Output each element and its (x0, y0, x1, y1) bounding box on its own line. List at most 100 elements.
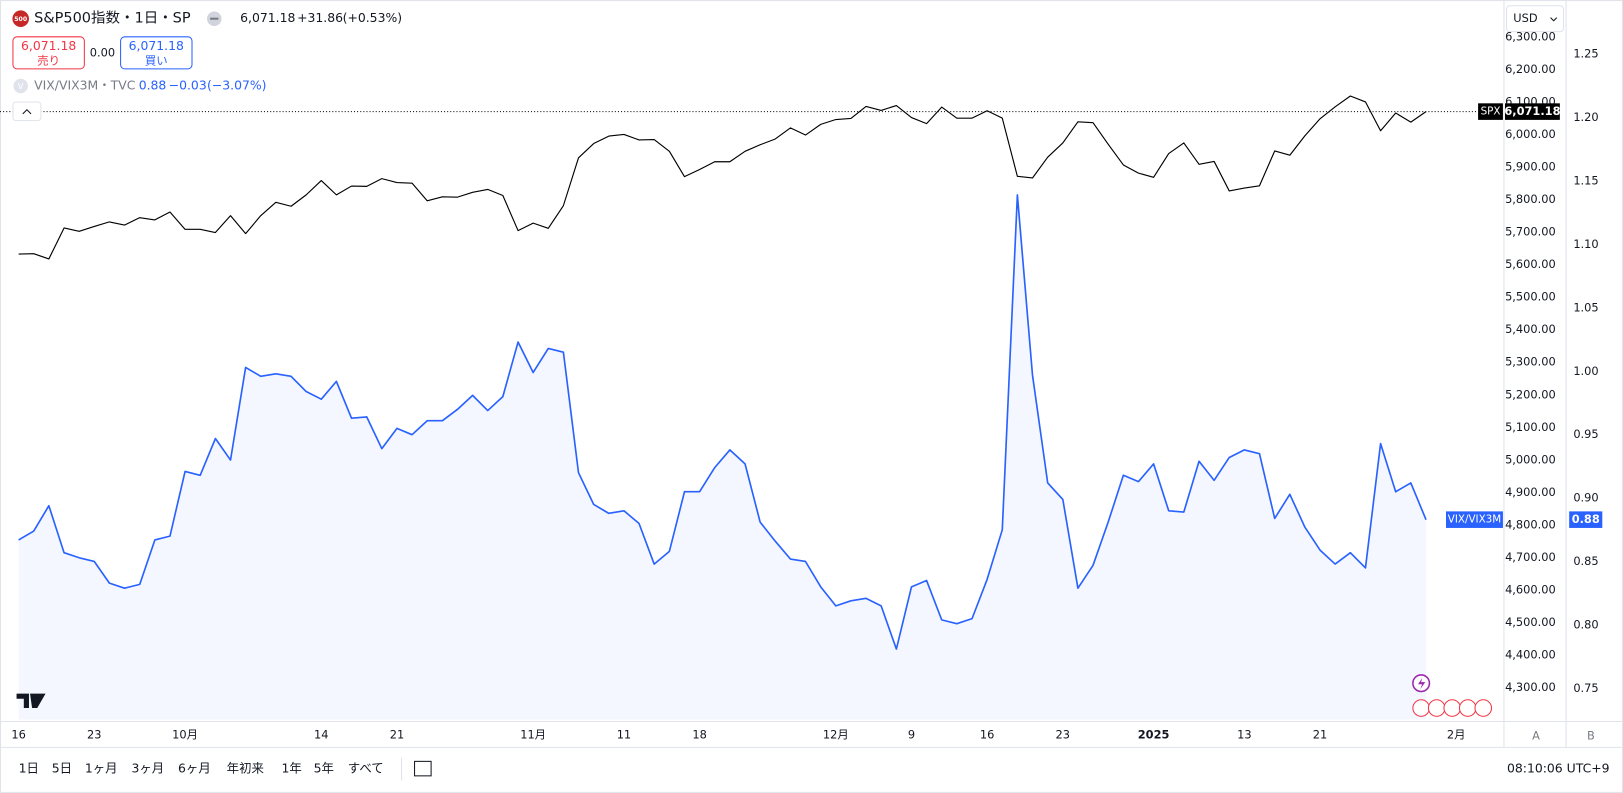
study-title[interactable]: VIX/VIX3M・TVC (34, 77, 135, 92)
scale-b-button[interactable]: B (1587, 729, 1595, 743)
symbol-logo (12, 10, 29, 27)
x-tick-label: 2025 (1138, 727, 1170, 741)
y-tick-label: 5,400.00 (1505, 322, 1556, 336)
x-tick-label: 14 (314, 727, 328, 741)
y-tick-label: 1.20 (1573, 110, 1598, 124)
range-button[interactable]: すべて (348, 761, 384, 776)
y-tick-label: 5,500.00 (1505, 290, 1556, 304)
event-flag[interactable] (1427, 699, 1446, 717)
series-badge-label: SPX (1481, 106, 1501, 118)
sell-price: 6,071.18 (21, 38, 76, 53)
series-line (18, 194, 1427, 650)
study-change-pct: (−3.07%) (207, 77, 267, 92)
economic-events (1412, 699, 1493, 717)
x-tick-label: 16 (980, 727, 994, 741)
last-value-badge (1569, 511, 1603, 528)
area-fill (18, 194, 1427, 720)
dropdown-caret (1550, 17, 1558, 22)
x-tick-label: 12月 (823, 727, 849, 741)
y-tick-label: 1.00 (1573, 364, 1598, 378)
y-tick-label: 5,000.00 (1505, 452, 1556, 466)
sell-button[interactable] (12, 36, 85, 70)
last-value-label: 0.88 (1572, 512, 1600, 526)
x-tick-label: 21 (1313, 727, 1327, 741)
range-button[interactable]: 3ヶ月 (131, 761, 164, 776)
x-tick-label: 18 (692, 727, 706, 741)
study-logo (13, 78, 28, 94)
event-flag[interactable] (1412, 699, 1430, 717)
y-tick-label: 5,600.00 (1505, 257, 1556, 271)
y-tick-label: 6,200.00 (1505, 62, 1556, 76)
currency-dropdown[interactable] (1506, 5, 1565, 33)
y-tick-label: 4,900.00 (1505, 485, 1556, 499)
x-tick-label: 23 (87, 727, 101, 741)
last-value-label: 6,071.18 (1504, 104, 1560, 118)
auto-scale-button[interactable]: A (1532, 729, 1540, 743)
date-range-icon[interactable] (414, 760, 432, 777)
currency-label: USD (1513, 11, 1538, 25)
event-flag[interactable] (1474, 699, 1493, 717)
event-icon-bolt (1418, 678, 1426, 690)
y-tick-label: 0.85 (1573, 554, 1598, 568)
range-button[interactable]: 6ヶ月 (178, 761, 211, 776)
study-value: 0.88 (139, 77, 167, 92)
y-tick-label: 6,300.00 (1505, 30, 1556, 44)
x-tick-label: 13 (1237, 727, 1251, 741)
event-flag[interactable] (1458, 699, 1477, 717)
buy-price: 6,071.18 (129, 38, 184, 53)
y-tick-label: 4,300.00 (1505, 680, 1556, 694)
collapse-icon (22, 109, 32, 115)
y-tick-label: 5,900.00 (1505, 160, 1556, 174)
x-tick-label: 11 (617, 727, 631, 741)
y-tick-label: 5,800.00 (1505, 192, 1556, 206)
y-tick-label: 0.95 (1573, 427, 1598, 441)
y-tick-label: 6,000.00 (1505, 127, 1556, 141)
sell-label: 売り (37, 54, 60, 68)
y-tick-label: 4,500.00 (1505, 615, 1556, 629)
y-tick-label: 0.90 (1573, 491, 1598, 505)
price-change: +31.86 (297, 10, 343, 25)
buy-button[interactable] (120, 36, 193, 70)
x-tick-label: 23 (1056, 727, 1070, 741)
study-logo-text: V (18, 81, 24, 91)
last-price: 6,071.18 (240, 10, 295, 25)
y-tick-label: 5,700.00 (1505, 225, 1556, 239)
range-button[interactable]: 5年 (314, 761, 334, 776)
series-badge (1446, 511, 1503, 528)
y-tick-label: 4,400.00 (1505, 647, 1556, 661)
clock: 08:10:06 UTC+9 (1507, 761, 1610, 776)
logo-text: 500 (14, 16, 28, 23)
price-change-pct: (+0.53%) (343, 10, 403, 25)
x-tick-label: 2月 (1447, 727, 1466, 741)
y-tick-label: 1.25 (1573, 47, 1598, 61)
y-tick-label: 1.10 (1573, 237, 1598, 251)
y-tick-label: 0.75 (1573, 681, 1598, 695)
range-button[interactable]: 1ヶ月 (85, 761, 118, 776)
range-button[interactable]: 5日 (52, 761, 72, 776)
spread: 0.00 (90, 45, 115, 59)
x-tick-label: 21 (390, 727, 404, 741)
y-tick-label: 4,600.00 (1505, 582, 1556, 596)
y-tick-label: 5,100.00 (1505, 420, 1556, 434)
range-button[interactable]: 1年 (282, 761, 302, 776)
y-tick-label: 5,300.00 (1505, 355, 1556, 369)
status-icon-bar (210, 17, 219, 20)
symbol-title[interactable]: S&P500指数・1日・SP (34, 10, 191, 27)
x-tick-label: 16 (11, 727, 25, 741)
toolbar: 1日 5日 1ヶ月 3ヶ月 6ヶ月 年初来 1年 5年 すべて (19, 761, 384, 776)
range-button[interactable]: 年初来 (227, 761, 264, 776)
y-tick-label: 5,200.00 (1505, 387, 1556, 401)
range-button[interactable]: 1日 (19, 761, 39, 776)
y-tick-label: 1.15 (1573, 173, 1598, 187)
series-line (18, 95, 1427, 260)
event-flag[interactable] (1443, 699, 1462, 717)
series-badge (1478, 103, 1503, 120)
y-tick-label: 0.80 (1573, 617, 1598, 631)
collapse-button[interactable] (12, 101, 42, 122)
y-tick-label: 4,700.00 (1505, 550, 1556, 564)
x-tick-label: 10月 (172, 727, 198, 741)
x-tick-label: 9 (908, 727, 915, 741)
